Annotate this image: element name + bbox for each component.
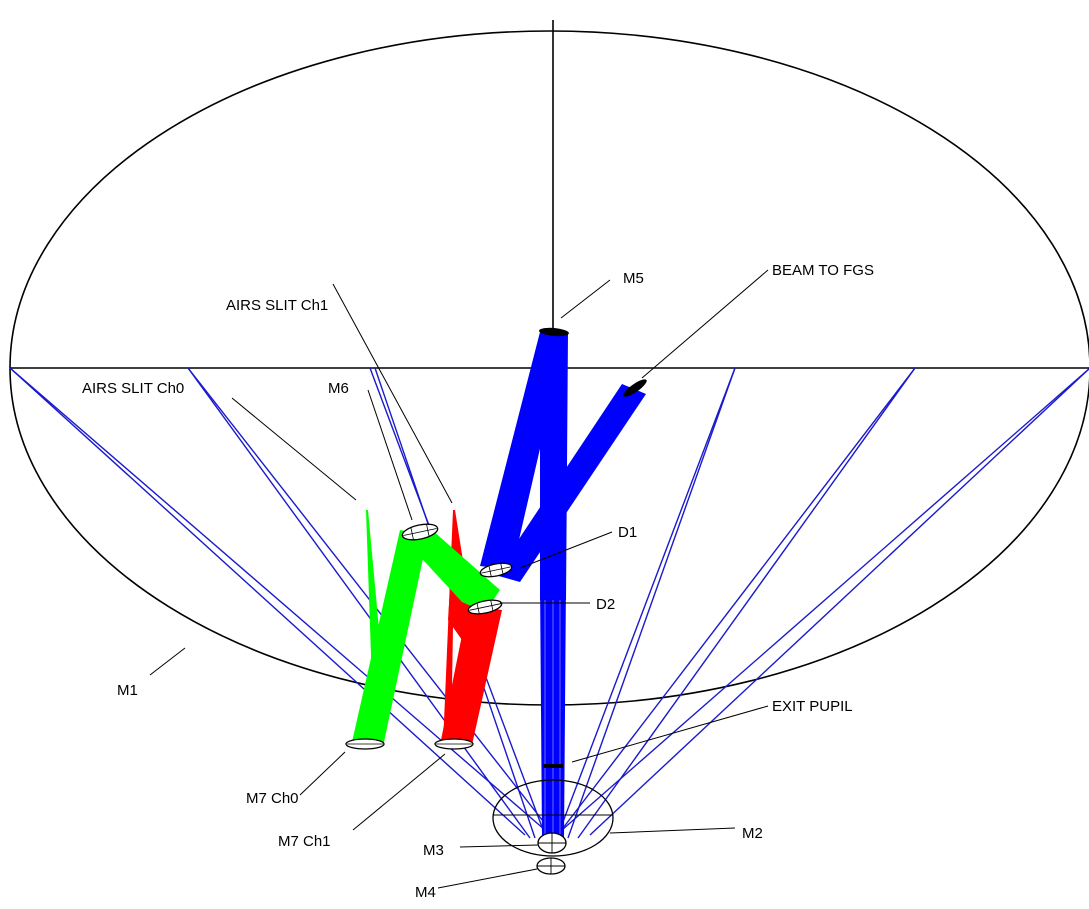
label-m4: M4 [415,884,436,901]
ray [559,367,916,833]
d2-dichroic-hatch [469,603,501,611]
leader-line-m7-ch0 [299,751,346,796]
ray [9,367,526,836]
m3-mirror [537,832,567,854]
leader-line-exit-pupil [571,705,769,763]
blue-beam-m5-to-d1 [480,332,566,570]
label-m7-ch1: M7 Ch1 [278,833,331,850]
m6-mirror-hatch [426,524,430,537]
fgs-mirror [623,379,647,397]
marginal-rays [9,367,1089,839]
m6-mirror-hatch [403,528,437,536]
m5-mirror-body [539,327,569,337]
label-airs-slit-ch0: AIRS SLIT Ch0 [82,380,184,397]
ray [187,367,551,831]
red-beam-d2-to-m7 [440,605,502,745]
leader-lines [149,269,769,889]
label-m2: M2 [742,825,763,842]
ray [567,367,736,839]
m2-secondary-mirror [492,779,614,857]
exit-pupil-marker [543,764,563,768]
leader-line-m6 [367,389,413,521]
label-m1: M1 [117,682,138,699]
green-ch0-beam [352,510,500,742]
m7-ch0-mirror [345,738,385,750]
blue-collimated-beam [480,332,646,840]
d1-dichroic-hatch [481,566,511,574]
label-exit-pupil: EXIT PUPIL [772,698,853,715]
leader-line-beam-to-fgs [641,269,769,379]
label-m6: M6 [328,380,349,397]
d1-dichroic-hatch [500,563,504,574]
label-m3: M3 [423,842,444,859]
m5-mirror [539,327,569,337]
green-beam-m7-to-m6 [352,530,428,742]
leader-line-d1 [519,531,613,569]
leader-line-airs-slit-ch0 [231,397,357,501]
ray [561,367,1089,831]
label-d2: D2 [596,596,615,613]
d1-dichroic-hatch [488,566,492,577]
leader-line-m1 [149,647,186,676]
green-beam-m6-to-d2 [400,530,500,612]
leader-line-m2 [609,827,736,834]
leader-line-airs-slit-ch1 [332,283,453,504]
d2-dichroic-hatch [490,600,494,611]
blue-beam-to-fgs [495,384,646,582]
label-m5: M5 [623,270,644,287]
label-airs-slit-ch1: AIRS SLIT Ch1 [226,297,328,314]
m4-mirror [536,857,566,875]
m6-mirror [401,523,439,541]
label-beam-to-fgs: BEAM TO FGS [772,262,874,279]
m7-ch1-mirror [434,738,474,750]
ray [187,367,531,839]
ray [577,367,916,839]
fgs-mirror-body [623,379,647,397]
ray [589,367,1089,836]
red-ch1-beam [440,510,502,745]
d2-dichroic-hatch [476,603,480,614]
m6-mirror-hatch [410,527,414,540]
ray [557,367,736,836]
leader-line-m4 [437,868,538,889]
leader-line-m3 [459,844,539,848]
label-d1: D1 [618,524,637,541]
leader-line-m7-ch1 [352,753,446,831]
d1-dichroic [479,562,513,578]
leader-line-m5 [560,279,611,319]
label-m7-ch0: M7 Ch0 [246,790,299,807]
ray [9,367,546,831]
